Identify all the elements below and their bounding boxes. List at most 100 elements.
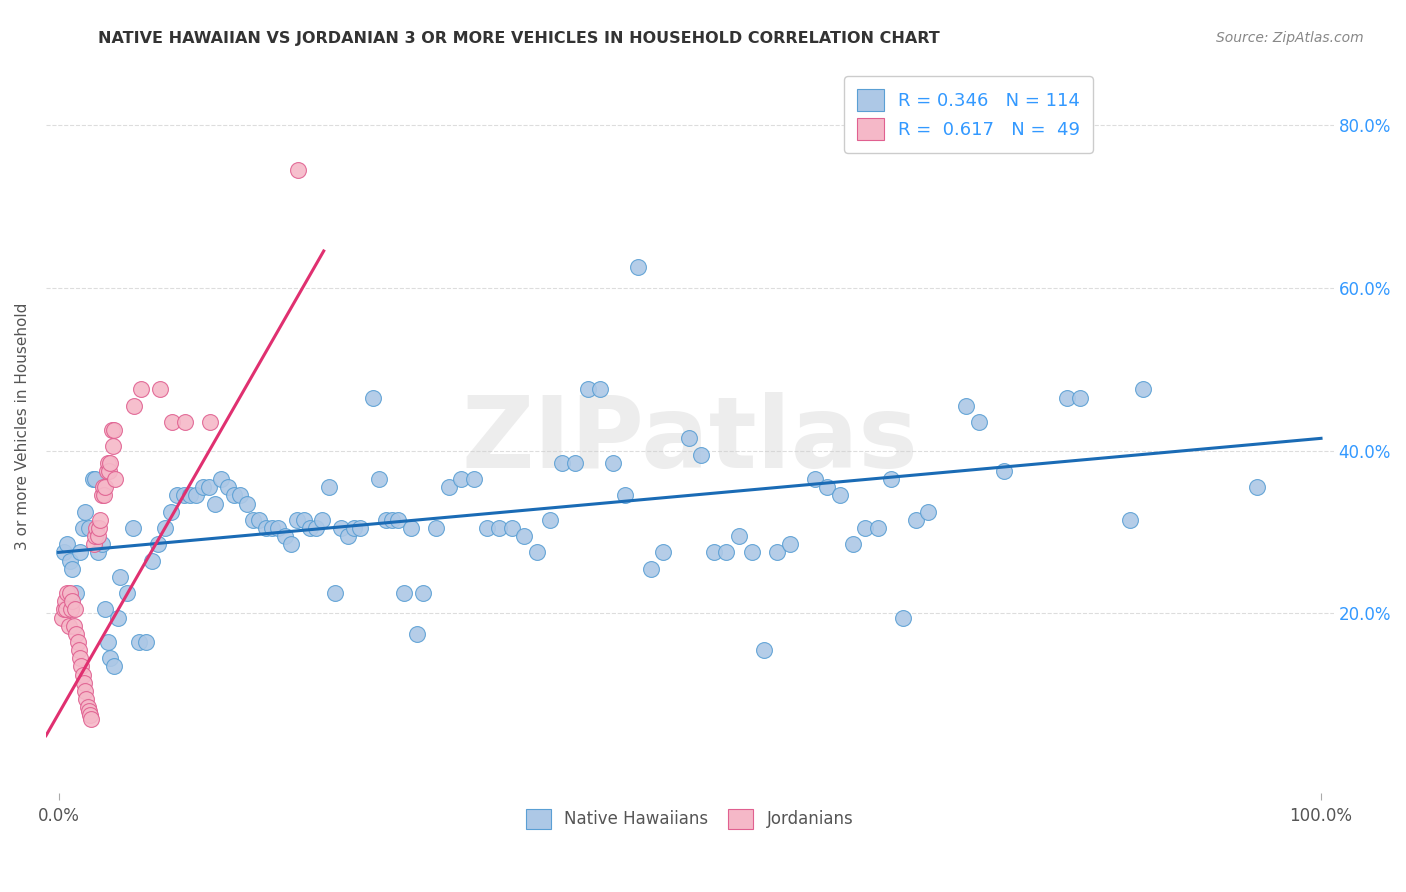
Point [437, 480, 460, 494]
Point [381, 513, 404, 527]
Point [65, 627, 87, 641]
Point [83, 537, 105, 551]
Point [866, 521, 889, 535]
Point [463, 472, 485, 486]
Point [754, 643, 776, 657]
Point [198, 480, 221, 494]
Point [87, 545, 110, 559]
Point [285, 513, 308, 527]
Point [93, 488, 115, 502]
Point [103, 423, 125, 437]
Point [86, 521, 108, 535]
Point [56, 537, 79, 551]
Point [51, 610, 73, 624]
Point [98, 464, 121, 478]
Point [173, 488, 195, 502]
Point [551, 456, 574, 470]
Point [967, 415, 990, 429]
Point [153, 521, 176, 535]
Point [349, 521, 371, 535]
Point [368, 472, 391, 486]
Point [179, 488, 201, 502]
Point [76, 700, 98, 714]
Point [1069, 391, 1091, 405]
Point [917, 505, 939, 519]
Point [59, 553, 82, 567]
Point [141, 553, 163, 567]
Point [90, 488, 112, 502]
Point [640, 562, 662, 576]
Point [280, 537, 302, 551]
Point [614, 488, 637, 502]
Point [602, 456, 624, 470]
Point [70, 659, 93, 673]
Point [399, 521, 422, 535]
Point [804, 472, 827, 486]
Point [84, 472, 107, 486]
Point [318, 480, 340, 494]
Point [336, 529, 359, 543]
Point [450, 472, 472, 486]
Point [247, 513, 270, 527]
Point [488, 521, 510, 535]
Point [475, 521, 498, 535]
Point [87, 521, 110, 535]
Point [67, 643, 90, 657]
Point [361, 391, 384, 405]
Point [955, 399, 977, 413]
Point [425, 521, 447, 535]
Point [652, 545, 675, 559]
Point [160, 505, 183, 519]
Point [101, 440, 124, 454]
Point [1119, 513, 1142, 527]
Point [75, 692, 97, 706]
Point [97, 456, 120, 470]
Point [80, 712, 103, 726]
Point [56, 586, 79, 600]
Point [323, 586, 346, 600]
Point [501, 521, 523, 535]
Point [122, 521, 145, 535]
Point [98, 456, 121, 470]
Point [394, 586, 416, 600]
Point [513, 529, 536, 543]
Point [52, 602, 75, 616]
Point [59, 586, 82, 600]
Point [69, 545, 91, 559]
Point [77, 521, 100, 535]
Point [292, 513, 315, 527]
Point [77, 704, 100, 718]
Point [779, 537, 801, 551]
Point [828, 488, 851, 502]
Point [110, 570, 132, 584]
Point [166, 488, 188, 502]
Point [576, 383, 599, 397]
Point [853, 521, 876, 535]
Point [1246, 480, 1268, 494]
Point [84, 529, 107, 543]
Point [287, 162, 309, 177]
Point [728, 529, 751, 543]
Point [343, 521, 366, 535]
Point [374, 513, 396, 527]
Point [305, 521, 328, 535]
Point [63, 602, 86, 616]
Point [564, 456, 586, 470]
Point [387, 513, 409, 527]
Point [211, 472, 233, 486]
Point [149, 383, 172, 397]
Point [173, 415, 195, 429]
Point [703, 545, 725, 559]
Point [98, 651, 121, 665]
Legend: Native Hawaiians, Jordanians: Native Hawaiians, Jordanians [519, 802, 860, 836]
Point [186, 488, 208, 502]
Point [678, 431, 700, 445]
Point [79, 708, 101, 723]
Point [204, 496, 226, 510]
Point [104, 472, 127, 486]
Point [254, 521, 277, 535]
Point [841, 537, 863, 551]
Point [330, 521, 353, 535]
Point [1056, 391, 1078, 405]
Point [94, 480, 117, 494]
